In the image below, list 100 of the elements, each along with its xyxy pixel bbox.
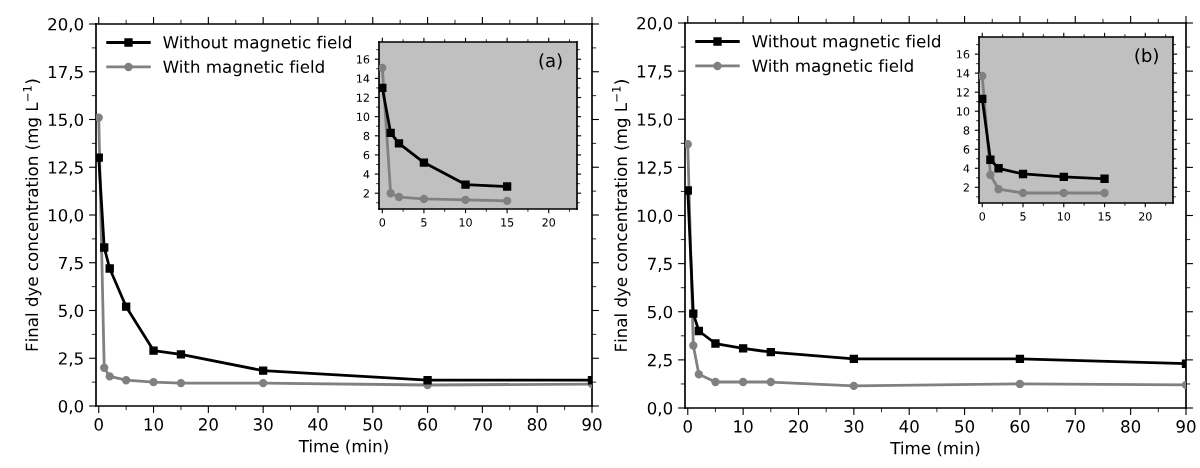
point — [979, 94, 987, 104]
x-axis-title: Time (min) — [298, 439, 388, 455]
point — [994, 164, 1003, 173]
x-tick-label: 10 — [734, 420, 753, 433]
y-tick-label: 17,5 — [637, 65, 672, 80]
y-tick-label: 4 — [363, 170, 370, 179]
point — [685, 140, 692, 149]
x-tick-label: 80 — [1121, 420, 1141, 433]
x-tick-label: 40 — [899, 420, 919, 433]
point — [502, 196, 512, 206]
x-tick-label: 10 — [144, 418, 164, 431]
y-tick-label: 7,5 — [648, 257, 672, 272]
point — [986, 170, 995, 180]
x-tick-label: 5 — [1020, 212, 1026, 221]
y-tick-label: 16 — [957, 50, 970, 59]
point — [258, 378, 268, 388]
x-tick-label: 70 — [473, 418, 492, 431]
x-tick-label: 90 — [582, 418, 602, 431]
point — [96, 153, 103, 162]
y-tick-label: 20,0 — [48, 17, 84, 33]
point — [1015, 354, 1025, 364]
point — [1100, 188, 1109, 198]
x-tick-label: 15 — [1098, 212, 1111, 221]
annotation: (a) — [539, 53, 562, 70]
point — [766, 377, 775, 387]
x-tick-label: 20 — [542, 218, 556, 227]
y-tick-label: 14 — [357, 74, 370, 83]
y-tick-label: 2,5 — [58, 352, 83, 367]
point — [849, 354, 859, 364]
point — [419, 158, 429, 167]
x-tick-label: 10 — [1057, 212, 1071, 221]
point — [1018, 169, 1028, 179]
point — [105, 372, 114, 381]
point — [986, 155, 995, 164]
y-tick-label: 12,5 — [637, 161, 672, 176]
x-tick-label: 0 — [94, 418, 103, 431]
point — [423, 376, 432, 385]
x-tick-label: 20 — [198, 418, 218, 431]
point — [461, 195, 470, 205]
legend-label: With magnetic field — [163, 60, 324, 77]
point — [849, 381, 859, 391]
y-tick-label: 8 — [363, 131, 370, 141]
x-axis-title: Time (min) — [890, 441, 980, 457]
x-tick-label: 40 — [308, 418, 328, 431]
x-tick-label: 20 — [789, 420, 808, 433]
point — [121, 376, 131, 385]
y-tick-label: 14 — [957, 69, 970, 78]
annotation: (b) — [1135, 48, 1158, 65]
point — [176, 378, 186, 388]
y-tick-label: 10 — [357, 112, 370, 122]
y-tick-label: 5,0 — [58, 304, 84, 319]
point — [394, 192, 404, 202]
point — [685, 186, 692, 195]
y-tick-label: 12 — [957, 88, 969, 97]
point — [994, 185, 1003, 194]
point — [149, 346, 158, 355]
point — [1059, 188, 1068, 198]
y-tick-label: 15,0 — [637, 113, 673, 128]
x-tick-label: 70 — [1066, 420, 1085, 433]
y-tick-label: 0,0 — [647, 401, 673, 417]
point — [149, 377, 158, 387]
point — [738, 344, 748, 353]
point — [394, 139, 404, 148]
y-tick-label: 15,0 — [48, 113, 84, 128]
y-axis-title: Final dye concentration (mg L$^{−1}$) — [23, 79, 42, 351]
y-tick-label: 0,0 — [58, 399, 84, 415]
point — [502, 182, 512, 191]
x-tick-label: 80 — [527, 418, 547, 431]
point — [694, 326, 704, 336]
point — [689, 341, 698, 350]
point — [258, 366, 268, 375]
point — [100, 363, 109, 372]
y-tick-label: 2 — [963, 183, 969, 192]
x-tick-label: 50 — [955, 420, 975, 433]
point — [419, 194, 429, 204]
y-tick-label: 4 — [963, 164, 970, 173]
point — [711, 339, 720, 348]
x-tick-label: 0 — [979, 212, 986, 221]
point — [121, 302, 131, 311]
x-tick-label: 0 — [683, 420, 692, 433]
x-tick-label: 15 — [501, 218, 514, 227]
point — [694, 370, 704, 379]
legend-label: With magnetic field — [752, 59, 913, 76]
y-tick-label: 10 — [957, 107, 970, 116]
point — [105, 264, 114, 273]
point — [1059, 172, 1068, 182]
y-tick-label: 10,0 — [48, 208, 84, 224]
x-tick-label: 30 — [253, 418, 273, 431]
point — [96, 113, 103, 122]
x-tick-label: 30 — [844, 420, 864, 433]
point — [1015, 379, 1025, 389]
point — [100, 243, 109, 252]
y-tick-label: 7,5 — [59, 256, 83, 272]
point — [386, 189, 395, 198]
point — [738, 377, 748, 387]
point — [379, 83, 387, 93]
x-tick-label: 90 — [1176, 420, 1196, 433]
legend-label: Without magnetic field — [752, 34, 941, 51]
point — [386, 128, 395, 138]
point — [711, 377, 720, 387]
